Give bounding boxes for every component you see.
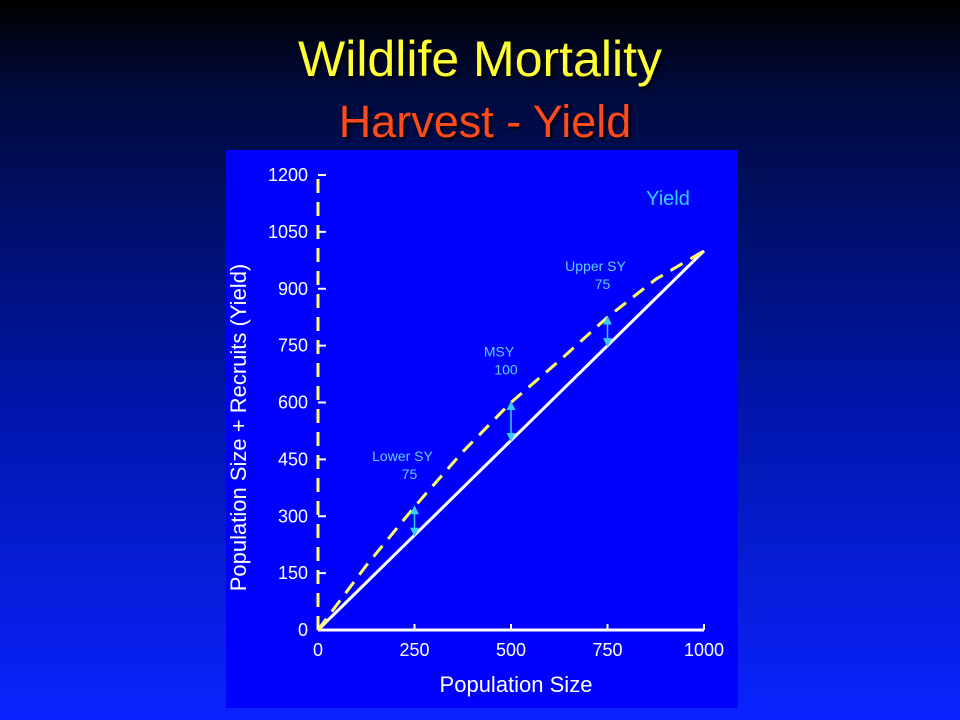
x-tick-label: 0 [313, 640, 323, 660]
y-tick-label: 0 [298, 620, 308, 640]
x-axis: 0 250 500 750 1000 [313, 624, 724, 660]
y-tick-label: 900 [278, 279, 308, 299]
yield-chart: 0 150 300 450 600 750 900 1050 1200 0 250 500 750 10… [226, 165, 724, 697]
annotation-value: 100 [494, 362, 518, 378]
y-tick-label: 150 [278, 563, 308, 583]
y-tick-label: 1200 [268, 165, 308, 185]
series-layer [316, 249, 706, 632]
legend-yield: Yield [646, 188, 690, 210]
x-tick-label: 500 [496, 640, 526, 660]
series-solid-line [316, 249, 706, 632]
series-dashed-line [316, 249, 705, 631]
annotation-label: Upper SY [565, 258, 626, 274]
y-tick-label: 600 [278, 393, 308, 413]
y-axis: 0 150 300 450 600 750 900 1050 1200 [268, 165, 326, 640]
slide-subtitle: Harvest - Yield [338, 96, 632, 147]
y-tick-label: 450 [278, 449, 308, 469]
x-axis-title: Population Size [440, 672, 593, 697]
x-tick-label: 250 [399, 640, 429, 660]
y-tick-label: 750 [278, 336, 308, 356]
annotation-label: Lower SY [372, 448, 433, 464]
annotation-label: MSY [484, 344, 515, 360]
annotation-value: 75 [402, 466, 418, 482]
x-tick-label: 1000 [684, 640, 724, 660]
slide-title: Wildlife Mortality [298, 31, 662, 87]
y-axis-title: Population Size + Recruits (Yield) [226, 264, 251, 592]
y-tick-label: 300 [278, 506, 308, 526]
chart-panel: 0 150 300 450 600 750 900 1050 1200 0 250 500 750 10… [226, 150, 738, 708]
annotation-layer: Lower SY 75 MSY 100 Upper SY 75 [372, 258, 627, 537]
x-tick-label: 750 [592, 640, 622, 660]
annotation-value: 75 [595, 276, 611, 292]
y-tick-label: 1050 [268, 222, 308, 242]
